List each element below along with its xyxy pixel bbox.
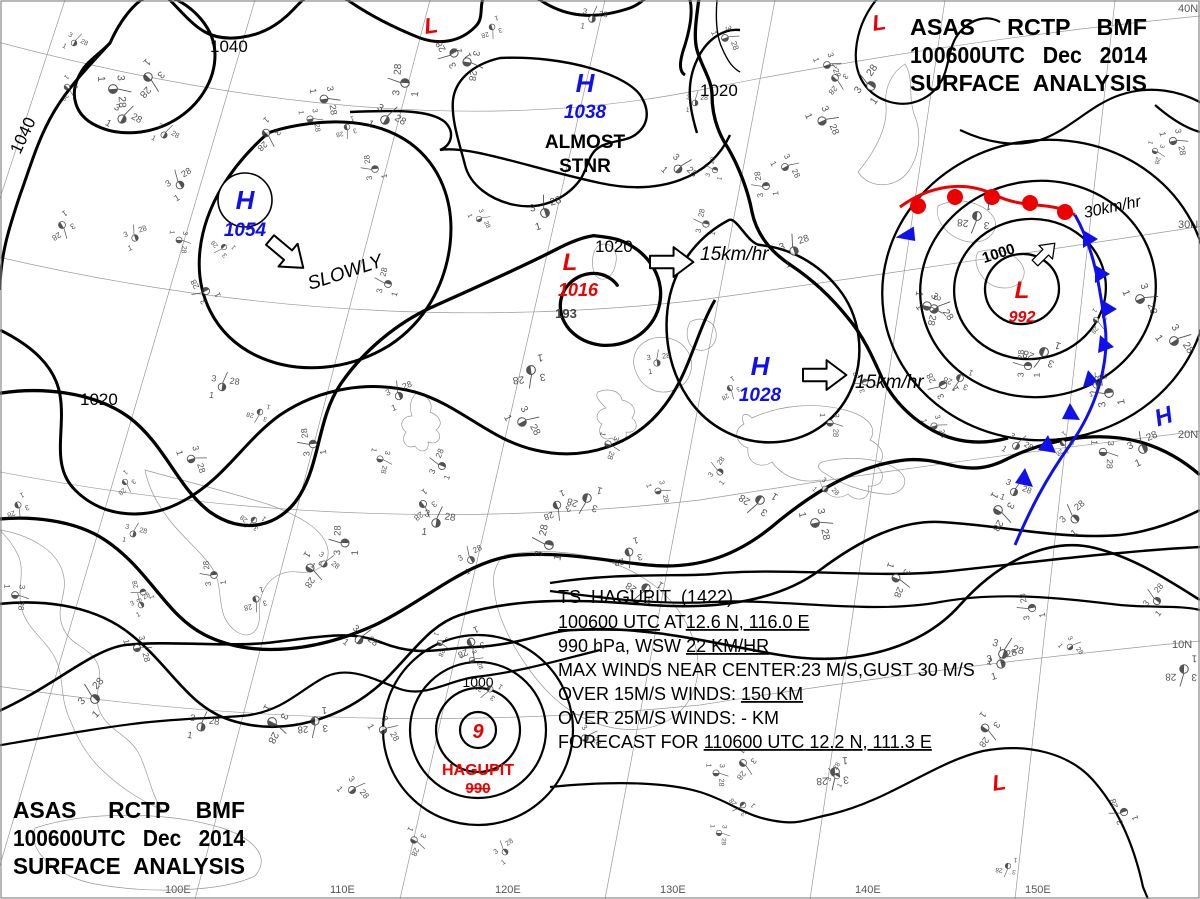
svg-text:150E: 150E bbox=[1025, 884, 1051, 896]
svg-text:HAGUPIT: HAGUPIT bbox=[442, 762, 514, 779]
svg-text:110E: 110E bbox=[330, 884, 355, 896]
svg-text:ASAS RCTP BMF: ASAS RCTP BMF bbox=[13, 797, 245, 823]
svg-text:1054: 1054 bbox=[224, 220, 267, 241]
svg-text:ASAS RCTP BMF: ASAS RCTP BMF bbox=[910, 14, 1147, 40]
svg-text:L: L bbox=[1015, 277, 1030, 304]
svg-text:100600UTC Dec 2014: 100600UTC Dec 2014 bbox=[13, 825, 245, 851]
svg-text:SURFACE ANALYSIS: SURFACE ANALYSIS bbox=[13, 853, 245, 879]
svg-text:10N: 10N bbox=[1172, 639, 1192, 651]
svg-text:1020: 1020 bbox=[595, 237, 633, 256]
svg-text:ALMOST: ALMOST bbox=[545, 132, 626, 153]
svg-text:9: 9 bbox=[472, 721, 484, 743]
svg-text:100600UTC Dec 2014: 100600UTC Dec 2014 bbox=[910, 42, 1147, 68]
svg-text:15km/hr: 15km/hr bbox=[700, 244, 769, 265]
svg-text:OVER 25M/S WINDS: - KM: OVER 25M/S WINDS: - KM bbox=[558, 708, 779, 728]
svg-text:STNR: STNR bbox=[559, 156, 611, 177]
svg-text:SURFACE ANALYSIS: SURFACE ANALYSIS bbox=[910, 70, 1147, 96]
svg-text:1040: 1040 bbox=[210, 37, 248, 56]
svg-text:40N: 40N bbox=[1178, 3, 1198, 15]
svg-text:L: L bbox=[563, 249, 578, 276]
svg-text:H: H bbox=[576, 68, 596, 98]
svg-text:992: 992 bbox=[1009, 309, 1036, 326]
svg-text:H: H bbox=[236, 185, 256, 215]
svg-text:TS HAGUPIT (1422): TS HAGUPIT (1422) bbox=[558, 587, 733, 607]
svg-text:990 hPa, WSW 22 KM/HR: 990 hPa, WSW 22 KM/HR bbox=[558, 636, 769, 656]
svg-text:MAX WINDS NEAR CENTER:23 M/S,G: MAX WINDS NEAR CENTER:23 M/S,GUST 30 M/S bbox=[558, 660, 975, 680]
svg-text:120E: 120E bbox=[495, 884, 521, 896]
svg-text:140E: 140E bbox=[855, 884, 881, 896]
svg-text:193: 193 bbox=[555, 306, 577, 321]
svg-text:FORECAST FOR 110600 UTC 12.2 N: FORECAST FOR 110600 UTC 12.2 N, 111.3 E bbox=[558, 732, 932, 752]
svg-text:990: 990 bbox=[465, 780, 490, 797]
svg-text:1016: 1016 bbox=[558, 280, 599, 300]
svg-text:1020: 1020 bbox=[80, 390, 118, 409]
svg-text:1028: 1028 bbox=[739, 385, 782, 406]
svg-text:1038: 1038 bbox=[564, 102, 607, 123]
svg-text:H: H bbox=[751, 351, 771, 381]
svg-text:OVER 15M/S WINDS: 150 KM: OVER 15M/S WINDS: 150 KM bbox=[558, 684, 803, 704]
svg-text:20N: 20N bbox=[1178, 429, 1198, 441]
svg-text:130E: 130E bbox=[660, 884, 686, 896]
svg-text:1020: 1020 bbox=[700, 81, 738, 100]
svg-text:100600 UTC AT12.6 N, 116.0 E: 100600 UTC AT12.6 N, 116.0 E bbox=[558, 612, 810, 632]
